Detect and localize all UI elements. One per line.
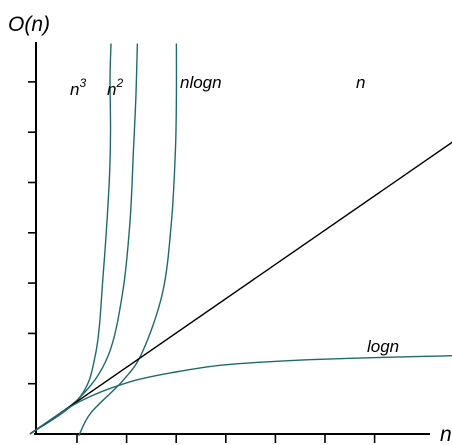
y-axis-label: O(n) — [8, 13, 50, 36]
series-line-nlogn — [78, 43, 178, 437]
series-line-n2 — [29, 43, 139, 435]
label-n2: n2 — [107, 76, 123, 99]
x-axis-label: n — [440, 423, 452, 445]
label-n3-base: n — [70, 80, 79, 99]
label-n3: n3 — [70, 76, 86, 99]
label-n3-exp: 3 — [79, 76, 86, 90]
labels: O(n) n n3 n2 nlogn n logn — [8, 13, 452, 445]
axes — [28, 42, 430, 443]
series-line-logn — [29, 355, 452, 435]
label-n2-base: n — [107, 80, 116, 99]
label-logn: logn — [367, 337, 399, 356]
series-line-n — [29, 141, 452, 435]
series-line-n3 — [29, 43, 112, 435]
label-n: n — [356, 73, 365, 92]
label-n2-exp: 2 — [115, 76, 123, 90]
curves — [29, 43, 452, 437]
label-nlogn: nlogn — [180, 73, 222, 92]
